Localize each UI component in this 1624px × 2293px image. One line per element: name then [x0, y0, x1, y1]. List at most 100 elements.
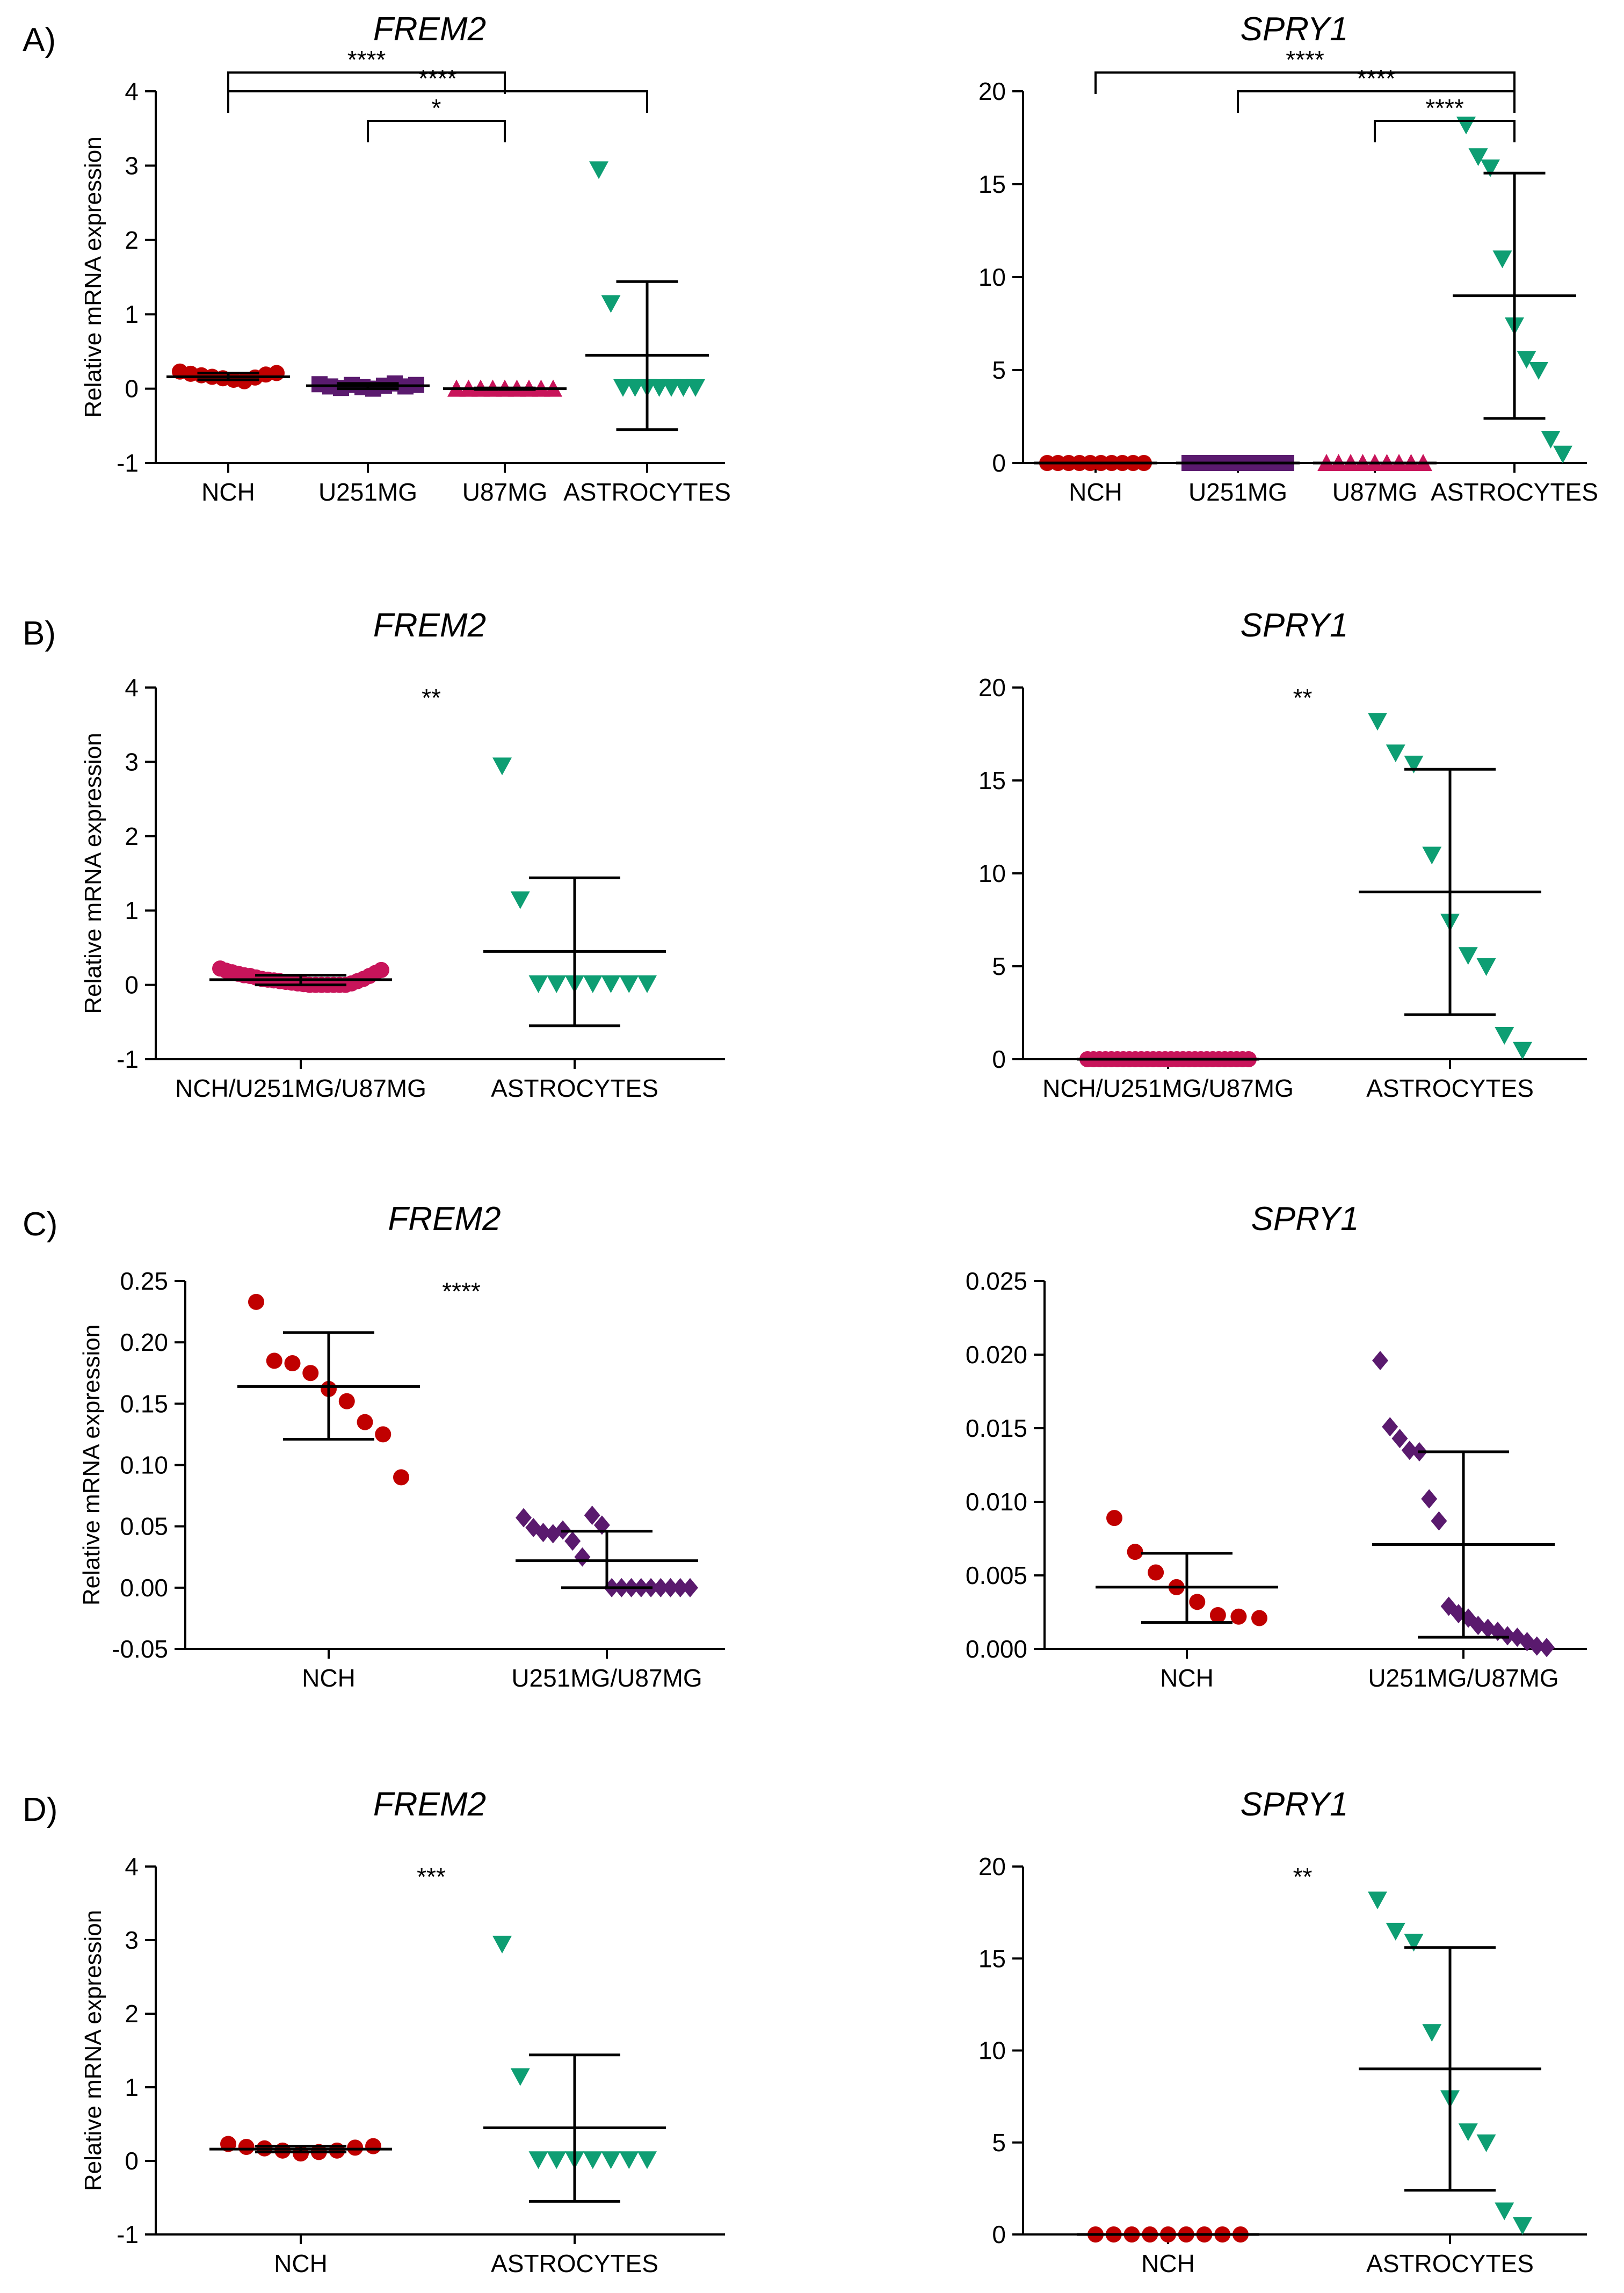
significance-label: ** [1293, 1863, 1313, 1891]
data-point [1468, 148, 1488, 167]
y-tick-label: -1 [117, 2220, 139, 2248]
y-tick-label: 1 [125, 896, 139, 924]
data-point [1476, 958, 1496, 976]
y-tick-label: 0 [992, 449, 1006, 477]
data-point [1404, 1934, 1424, 1952]
data-point [653, 1578, 669, 1597]
data-point [1368, 1891, 1387, 1909]
data-point [1382, 1417, 1398, 1437]
y-tick-label: 4 [125, 77, 139, 105]
significance-bracket [227, 90, 648, 113]
y-tick-label: 0 [125, 375, 139, 403]
significance-label: * [432, 94, 441, 122]
data-point [492, 757, 512, 776]
series-u251mg [306, 375, 430, 397]
x-tick-label: ASTROCYTES [1366, 1074, 1534, 1102]
significance-label: **** [347, 46, 386, 74]
x-tick-label: ASTROCYTES [1366, 2249, 1534, 2277]
y-tick-label: 5 [992, 2129, 1006, 2157]
y-tick-label: 0.010 [966, 1488, 1027, 1516]
panel-label-a: A) [23, 21, 56, 59]
data-point [338, 1393, 355, 1409]
data-point [1458, 947, 1478, 965]
y-tick-label: 0 [992, 1045, 1006, 1073]
chart-c-frem2: FREM2 -0.05 0.00 0.05 0.10 0.15 0.20 0.25 Relati… [78, 1200, 725, 1692]
series-u251mg [1176, 455, 1300, 471]
data-point [1481, 159, 1500, 177]
data-point [1148, 1564, 1164, 1581]
series-astrocytes [585, 161, 709, 431]
series-nch [1096, 1510, 1278, 1626]
y-tick-label: 3 [125, 748, 139, 776]
y-tick-label: 0.00 [120, 1574, 168, 1602]
series-nch [1077, 2226, 1259, 2243]
series-u87mg [1313, 454, 1437, 471]
y-tick-label: 0.025 [966, 1267, 1027, 1295]
series-astrocytes [1359, 1891, 1541, 2235]
data-point [1209, 1607, 1226, 1623]
y-tick-label: 0 [992, 2220, 1006, 2248]
y-tick-label: 2 [125, 226, 139, 254]
panel-label-b: B) [23, 615, 56, 652]
significance-label: **** [442, 1277, 481, 1305]
chart-title: SPRY1 [1240, 607, 1348, 644]
y-tick-label: 20 [978, 77, 1006, 105]
x-tick-label: U251MG/U87MG [1368, 1664, 1558, 1692]
data-point [302, 1365, 319, 1381]
x-tick-label: U251MG [318, 478, 417, 506]
significance-label: ** [1293, 684, 1313, 712]
significance-bracket [1094, 71, 1516, 94]
data-point [1391, 1429, 1408, 1449]
y-tick-label: 4 [125, 1853, 139, 1880]
data-point [357, 1414, 373, 1430]
data-point [266, 1352, 282, 1369]
x-tick-label: U87MG [1332, 478, 1417, 506]
data-point [584, 1506, 600, 1525]
y-tick-label: -1 [117, 449, 139, 477]
y-tick-label: 2 [125, 822, 139, 850]
data-point [1553, 445, 1572, 464]
data-point [1495, 1027, 1514, 1045]
y-axis-label: Relative mRNA expression [80, 1910, 106, 2191]
series-u251mg-u87mg [1372, 1350, 1555, 1658]
y-tick-label: 0.05 [120, 1513, 168, 1540]
y-tick-label: 10 [978, 859, 1006, 887]
y-tick-label: 0.15 [120, 1390, 168, 1417]
data-point [1230, 1608, 1247, 1625]
x-tick-label: NCH [1069, 478, 1122, 506]
data-point [1495, 2202, 1514, 2220]
data-point [619, 2151, 639, 2169]
data-point [1251, 1610, 1267, 1626]
x-tick-label: ASTROCYTES [563, 478, 731, 506]
data-point [1492, 250, 1512, 269]
data-point [583, 975, 603, 993]
y-tick-label: 1 [125, 2073, 139, 2101]
y-tick-label: 0.000 [966, 1635, 1027, 1663]
y-tick-label: 15 [978, 170, 1006, 198]
data-point [1386, 744, 1405, 763]
data-point [574, 1547, 591, 1567]
significance-bracket [1237, 90, 1516, 113]
series-u87mg [443, 379, 567, 397]
data-point [516, 1508, 532, 1528]
data-point [1541, 431, 1561, 449]
series-astrocytes [1359, 713, 1541, 1060]
y-tick-label: 0 [125, 971, 139, 999]
data-point [535, 1523, 552, 1543]
chart-title: FREM2 [373, 11, 486, 48]
series-nch-u251mg-u87mg [1077, 1051, 1259, 1067]
data-point [619, 975, 639, 993]
chart-c-spry1: SPRY1 0.000 0.005 0.010 0.015 0.020 0.025 NCH U2… [966, 1200, 1587, 1692]
y-axis-label: Relative mRNA expression [78, 1325, 105, 1605]
x-tick-label: NCH [302, 1664, 356, 1692]
series-nch [166, 363, 290, 389]
data-point [510, 891, 530, 909]
y-tick-label: 15 [978, 1944, 1006, 1972]
data-point [1422, 847, 1442, 865]
data-point [547, 2151, 567, 2169]
series-u251mg-u87mg [516, 1506, 698, 1597]
y-tick-label: 4 [125, 674, 139, 701]
significance-bracket [1374, 120, 1516, 142]
y-tick-label: 0.10 [120, 1451, 168, 1479]
